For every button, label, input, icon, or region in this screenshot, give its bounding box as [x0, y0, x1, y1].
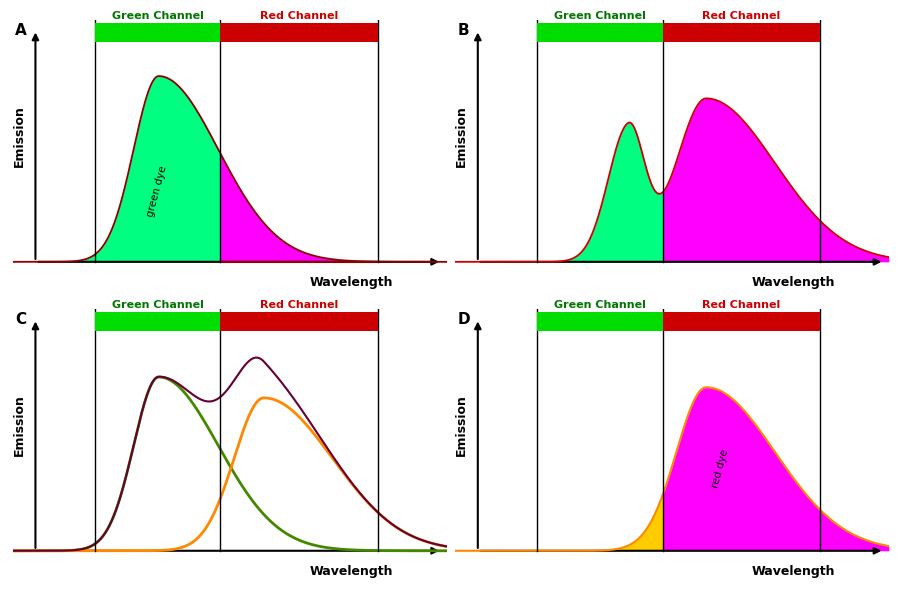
Text: Green Channel: Green Channel [554, 300, 646, 310]
Text: Wavelength: Wavelength [310, 276, 392, 289]
Text: C: C [15, 312, 26, 327]
Text: Red Channel: Red Channel [260, 11, 338, 21]
Text: Green Channel: Green Channel [112, 11, 203, 21]
Text: A: A [15, 23, 27, 38]
Text: D: D [457, 312, 470, 327]
Text: red dye: red dye [710, 449, 730, 489]
Text: Emission: Emission [13, 105, 26, 167]
Text: Red Channel: Red Channel [703, 11, 780, 21]
Text: Red Channel: Red Channel [703, 300, 780, 310]
Text: Wavelength: Wavelength [752, 565, 835, 578]
Text: Green Channel: Green Channel [112, 300, 203, 310]
Text: Emission: Emission [13, 394, 26, 456]
Text: green dye: green dye [145, 164, 168, 218]
Text: B: B [457, 23, 469, 38]
Text: Wavelength: Wavelength [310, 565, 392, 578]
Text: Wavelength: Wavelength [752, 276, 835, 289]
Text: Emission: Emission [455, 394, 468, 456]
Text: Green Channel: Green Channel [554, 11, 646, 21]
Text: Red Channel: Red Channel [260, 300, 338, 310]
Text: Emission: Emission [455, 105, 468, 167]
